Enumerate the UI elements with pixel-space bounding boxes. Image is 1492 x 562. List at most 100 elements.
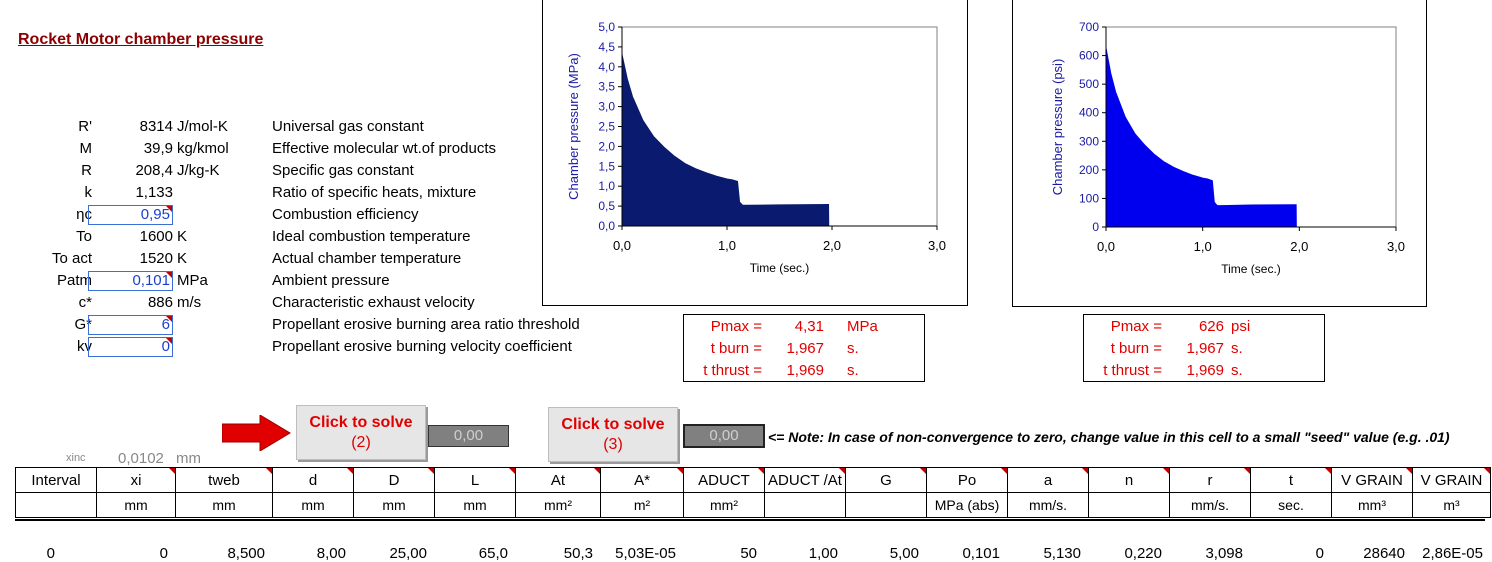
x-tick-label: 2,0 bbox=[1290, 239, 1308, 254]
pmax-value: 4,31 bbox=[794, 318, 824, 335]
comment-marker-icon bbox=[1163, 468, 1169, 474]
comment-marker-icon bbox=[166, 272, 172, 278]
xinc-unit: mm bbox=[176, 450, 201, 467]
comment-marker-icon bbox=[509, 468, 515, 474]
comment-marker-icon bbox=[839, 468, 845, 474]
y-tick-label: 500 bbox=[1079, 77, 1099, 91]
column-header-label: ADUCT /At bbox=[768, 471, 842, 489]
param-symbol: To bbox=[76, 228, 92, 245]
solve-button-3-label: Click to solve bbox=[561, 416, 665, 433]
table-cell: 25,00 bbox=[389, 545, 427, 562]
results-psi-box: Pmax = 626 psi t burn = 1,967 s. t thrus… bbox=[1083, 314, 1325, 382]
column-unit bbox=[15, 492, 97, 518]
comment-marker-icon bbox=[677, 468, 683, 474]
param-description: Propellant erosive burning velocity coef… bbox=[272, 338, 572, 355]
column-unit: mm bbox=[434, 492, 516, 518]
column-header: n bbox=[1088, 467, 1170, 493]
comment-marker-icon bbox=[1406, 468, 1412, 474]
param-value: 208,4 bbox=[135, 162, 173, 179]
column-header-label: xi bbox=[130, 471, 142, 489]
table-cell: 0,220 bbox=[1124, 545, 1162, 562]
y-tick-label: 1,5 bbox=[598, 159, 615, 173]
param-symbol: k bbox=[84, 184, 93, 201]
table-cell: 5,00 bbox=[889, 545, 919, 562]
column-unit: m² bbox=[600, 492, 684, 518]
param-input-cell[interactable]: 0,95 bbox=[88, 205, 173, 225]
x-axis-label: Time (sec.) bbox=[750, 261, 810, 275]
y-tick-label: 3,0 bbox=[598, 100, 615, 114]
pmax-label: Pmax = bbox=[710, 318, 762, 335]
param-unit: J/mol-K bbox=[177, 118, 228, 135]
param-symbol: To act bbox=[51, 250, 92, 267]
param-symbol: kv bbox=[77, 338, 92, 355]
param-symbol: R bbox=[81, 162, 92, 179]
x-axis-label: Time (sec.) bbox=[1221, 262, 1281, 276]
comment-marker-icon bbox=[266, 468, 272, 474]
comment-marker-icon bbox=[1082, 468, 1088, 474]
pmax-unit: psi bbox=[1231, 318, 1251, 335]
param-input-cell[interactable]: 0 bbox=[88, 337, 173, 357]
column-header-label: A* bbox=[634, 471, 650, 489]
tthrust-label: t thrust = bbox=[1103, 362, 1162, 379]
column-header-label: tweb bbox=[208, 471, 240, 489]
param-description: Characteristic exhaust velocity bbox=[272, 294, 475, 311]
param-description: Actual chamber temperature bbox=[272, 250, 462, 267]
column-header: a bbox=[1007, 467, 1089, 493]
column-unit: m³ bbox=[1412, 492, 1491, 518]
x-tick-label: 1,0 bbox=[1194, 239, 1212, 254]
column-unit: mm² bbox=[683, 492, 765, 518]
comment-marker-icon bbox=[1325, 468, 1331, 474]
y-tick-label: 3,5 bbox=[598, 80, 615, 94]
solve-button-3[interactable]: Click to solve (3) bbox=[548, 407, 678, 462]
column-unit: mm/s. bbox=[1007, 492, 1089, 518]
column-header-label: n bbox=[1124, 471, 1134, 489]
series-area bbox=[621, 54, 830, 227]
column-header-label: V GRAIN bbox=[1420, 471, 1483, 489]
y-tick-label: 400 bbox=[1079, 106, 1099, 120]
xinc-label: xinc bbox=[66, 452, 86, 464]
comment-marker-icon bbox=[1244, 468, 1250, 474]
param-unit: MPa bbox=[177, 272, 208, 289]
tburn-label: t burn = bbox=[710, 340, 762, 357]
y-tick-label: 1,0 bbox=[598, 179, 615, 193]
param-input-cell[interactable]: 6 bbox=[88, 315, 173, 335]
param-input-cell[interactable]: 0,101 bbox=[88, 271, 173, 291]
solve-button-3-number: (3) bbox=[603, 436, 623, 453]
param-value: 886 bbox=[147, 294, 173, 311]
y-axis-label: Chamber pressure (MPa) bbox=[566, 53, 581, 200]
column-header: At bbox=[515, 467, 601, 493]
interval-table: Interval xi tweb d D L At A* ADUCT ADUCT /At G Po a n… bbox=[15, 467, 1491, 518]
comment-marker-icon bbox=[1484, 468, 1490, 474]
y-tick-label: 100 bbox=[1079, 191, 1099, 205]
table-cell: 0 bbox=[1315, 545, 1324, 562]
column-header: ADUCT /At bbox=[764, 467, 846, 493]
column-unit: mm bbox=[353, 492, 435, 518]
y-tick-label: 700 bbox=[1079, 20, 1099, 34]
x-tick-label: 0,0 bbox=[1097, 239, 1115, 254]
param-description: Universal gas constant bbox=[272, 118, 424, 135]
tthrust-value: 1,969 bbox=[1186, 362, 1224, 379]
column-header: Interval bbox=[15, 467, 97, 493]
column-header-label: L bbox=[470, 471, 480, 489]
solve-button-2-number: (2) bbox=[351, 434, 371, 451]
solve-button-2[interactable]: Click to solve (2) bbox=[296, 405, 426, 460]
column-unit bbox=[845, 492, 927, 518]
seed-cell-2[interactable]: 0,00 bbox=[428, 425, 509, 447]
param-description: Ideal combustion temperature bbox=[272, 228, 471, 245]
chart-pressure-psi: 0 100 200 300 400 500 600 700 0,0 1,0 2,0 3,0 Time (… bbox=[1012, 0, 1427, 307]
tthrust-label: t thrust = bbox=[703, 362, 762, 379]
y-tick-label: 5,0 bbox=[598, 20, 615, 34]
seed-cell-3[interactable]: 0,00 bbox=[683, 424, 765, 448]
column-header-label: Po bbox=[957, 471, 977, 489]
comment-marker-icon bbox=[428, 468, 434, 474]
table-cell: 50,3 bbox=[563, 545, 593, 562]
y-tick-label: 0,5 bbox=[598, 199, 615, 213]
x-tick-label: 0,0 bbox=[613, 238, 631, 253]
table-cell: 5,130 bbox=[1043, 545, 1081, 562]
y-tick-label: 4,5 bbox=[598, 40, 615, 54]
param-unit: kg/kmol bbox=[177, 140, 229, 157]
table-header-row: Interval xi tweb d D L At A* ADUCT ADUCT /At G Po a n… bbox=[15, 467, 1491, 493]
column-header-label: At bbox=[550, 471, 566, 489]
column-header: A* bbox=[600, 467, 684, 493]
param-description: Combustion efficiency bbox=[272, 206, 419, 223]
